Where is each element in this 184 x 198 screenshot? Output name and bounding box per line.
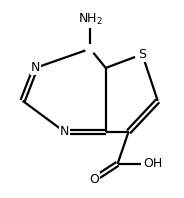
Text: O: O — [89, 173, 99, 186]
Text: N: N — [60, 125, 69, 138]
Text: OH: OH — [143, 157, 162, 170]
Text: NH$_2$: NH$_2$ — [78, 12, 103, 27]
Text: S: S — [138, 48, 146, 61]
Text: N: N — [31, 61, 40, 74]
